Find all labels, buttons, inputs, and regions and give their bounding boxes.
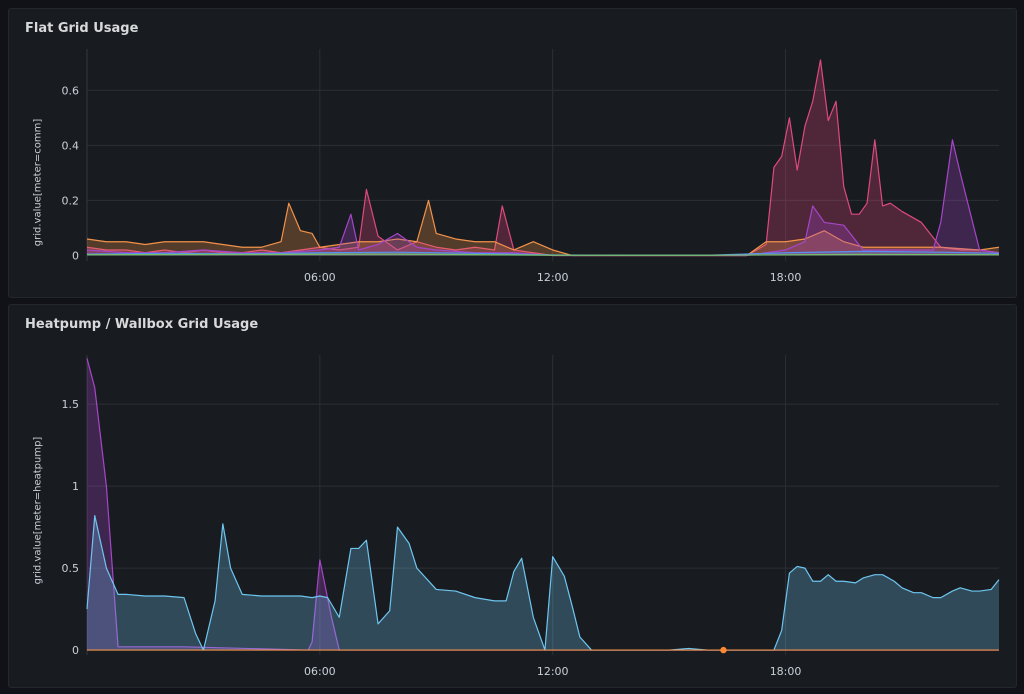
x-tick-label: 12:00 xyxy=(537,271,569,284)
series-area-0 xyxy=(87,60,999,256)
x-tick-label: 06:00 xyxy=(304,665,336,678)
flat-grid-usage-chart[interactable]: 0 0.2 0.4 0.6 06:00 12:00 18:00 xyxy=(9,9,1016,297)
series-line-1[interactable] xyxy=(86,199,1000,257)
y-tick-label: 0.5 xyxy=(62,562,80,575)
y-tick-label: 0.6 xyxy=(62,84,80,97)
y-tick-label: 1.5 xyxy=(62,398,80,411)
panel-title-heatpump-wallbox[interactable]: Heatpump / Wallbox Grid Usage xyxy=(25,317,259,332)
y-tick-label: 0 xyxy=(72,249,79,262)
series-area-1 xyxy=(87,200,999,256)
heatpump-wallbox-panel[interactable]: Heatpump / Wallbox Grid Usage grid.value… xyxy=(8,304,1017,688)
y-tick-label: 0.4 xyxy=(62,139,80,152)
x-tick-label: 12:00 xyxy=(537,665,569,678)
y-tick-label: 1 xyxy=(72,480,79,493)
panel-title-flat-grid-usage[interactable]: Flat Grid Usage xyxy=(25,21,139,36)
y-tick-label: 0.2 xyxy=(62,194,80,207)
y-tick-label: 0 xyxy=(72,644,79,657)
x-tick-label: 06:00 xyxy=(304,271,336,284)
series-line-4[interactable] xyxy=(86,253,1000,256)
heatpump-wallbox-chart[interactable]: 0 0.5 1 1.5 06:00 12:00 18:00 xyxy=(9,305,1016,687)
annotation-point[interactable] xyxy=(720,646,727,654)
series-area-1 xyxy=(87,515,999,651)
x-tick-label: 18:00 xyxy=(770,665,802,678)
flat-grid-usage-panel[interactable]: Flat Grid Usage grid.value[meter=comm] 0… xyxy=(8,8,1017,298)
x-tick-label: 18:00 xyxy=(770,271,802,284)
